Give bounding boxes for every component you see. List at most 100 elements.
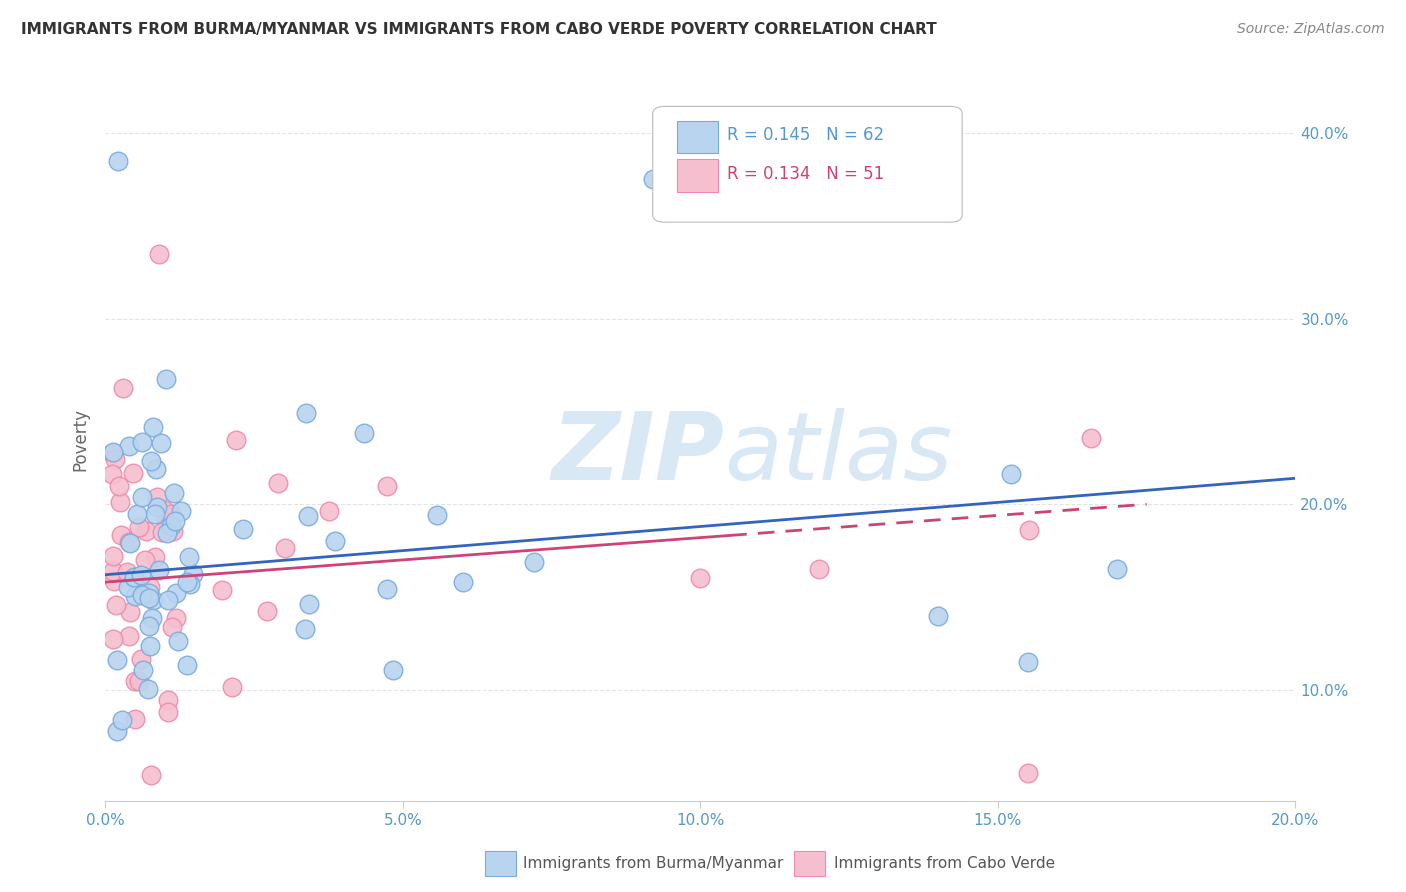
- Point: [118, 629, 141, 643]
- Point: [153, 503, 176, 517]
- Point: [111, 713, 134, 727]
- Point: [927, 608, 949, 623]
- Point: [162, 524, 184, 538]
- Point: [211, 582, 233, 597]
- Point: [157, 705, 180, 719]
- Point: [124, 589, 146, 603]
- Point: [148, 246, 170, 260]
- Point: [105, 724, 128, 739]
- Point: [453, 575, 475, 590]
- Point: [267, 476, 290, 491]
- FancyBboxPatch shape: [652, 106, 962, 222]
- Point: [150, 525, 173, 540]
- Point: [134, 524, 156, 539]
- Point: [110, 527, 132, 541]
- Point: [150, 435, 173, 450]
- Point: [523, 555, 546, 569]
- Point: [155, 515, 177, 529]
- Point: [375, 582, 398, 597]
- Point: [177, 549, 200, 564]
- Point: [105, 653, 128, 667]
- Point: [139, 454, 162, 468]
- Point: [120, 536, 142, 550]
- Point: [142, 592, 165, 607]
- Point: [101, 564, 124, 578]
- Point: [117, 581, 139, 595]
- Y-axis label: Poverty: Poverty: [72, 408, 89, 471]
- Point: [381, 663, 404, 677]
- Point: [108, 495, 131, 509]
- Point: [112, 381, 135, 395]
- Point: [156, 592, 179, 607]
- Point: [145, 462, 167, 476]
- Point: [375, 479, 398, 493]
- Point: [1017, 655, 1039, 669]
- Point: [221, 681, 243, 695]
- Point: [122, 570, 145, 584]
- Point: [127, 507, 149, 521]
- Point: [165, 586, 187, 600]
- Point: [1018, 523, 1040, 537]
- Point: [122, 572, 145, 586]
- Point: [121, 466, 143, 480]
- Point: [181, 566, 204, 581]
- Point: [115, 566, 138, 580]
- Point: [134, 552, 156, 566]
- Point: [129, 652, 152, 666]
- Point: [146, 490, 169, 504]
- Point: [138, 586, 160, 600]
- Point: [108, 479, 131, 493]
- Point: [139, 640, 162, 654]
- Point: [156, 693, 179, 707]
- Point: [1017, 766, 1039, 780]
- Point: [156, 526, 179, 541]
- Point: [159, 508, 181, 522]
- Point: [689, 571, 711, 585]
- Point: [641, 172, 664, 186]
- Point: [179, 576, 201, 591]
- Point: [165, 611, 187, 625]
- Point: [353, 425, 375, 440]
- Point: [143, 507, 166, 521]
- Point: [118, 439, 141, 453]
- Point: [128, 519, 150, 533]
- Point: [294, 622, 316, 636]
- Point: [138, 591, 160, 605]
- Point: [104, 451, 127, 466]
- Point: [176, 657, 198, 672]
- Point: [129, 567, 152, 582]
- Point: [155, 372, 177, 386]
- Point: [160, 620, 183, 634]
- Point: [143, 550, 166, 565]
- FancyBboxPatch shape: [676, 159, 718, 192]
- Point: [165, 515, 187, 529]
- Point: [107, 153, 129, 168]
- Point: [138, 618, 160, 632]
- Text: Immigrants from Burma/Myanmar: Immigrants from Burma/Myanmar: [523, 856, 783, 871]
- Point: [124, 674, 146, 689]
- Text: ZIP: ZIP: [551, 408, 724, 500]
- Point: [323, 534, 346, 549]
- Point: [160, 518, 183, 533]
- Point: [118, 534, 141, 549]
- Point: [808, 562, 831, 576]
- Point: [1000, 467, 1022, 482]
- Point: [170, 504, 193, 518]
- Point: [318, 504, 340, 518]
- Point: [146, 500, 169, 515]
- Point: [103, 574, 125, 589]
- Text: IMMIGRANTS FROM BURMA/MYANMAR VS IMMIGRANTS FROM CABO VERDE POVERTY CORRELATION : IMMIGRANTS FROM BURMA/MYANMAR VS IMMIGRA…: [21, 22, 936, 37]
- Point: [139, 580, 162, 594]
- Point: [101, 549, 124, 563]
- Point: [124, 712, 146, 726]
- Text: atlas: atlas: [724, 409, 952, 500]
- Point: [1105, 562, 1128, 576]
- Point: [1080, 431, 1102, 445]
- FancyBboxPatch shape: [676, 120, 718, 153]
- Point: [297, 508, 319, 523]
- Point: [136, 682, 159, 697]
- Point: [131, 588, 153, 602]
- Text: R = 0.134   N = 51: R = 0.134 N = 51: [727, 165, 884, 184]
- Point: [128, 673, 150, 688]
- Text: Source: ZipAtlas.com: Source: ZipAtlas.com: [1237, 22, 1385, 37]
